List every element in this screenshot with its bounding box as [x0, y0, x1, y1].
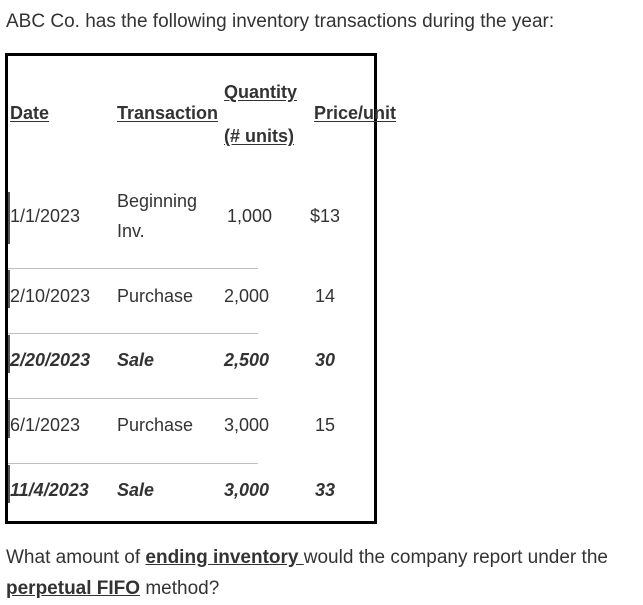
row-marker — [8, 400, 10, 438]
row5-price: 33 — [315, 480, 336, 500]
row5-transaction: Sale — [117, 480, 155, 500]
question-ending-inventory: ending inventory — [145, 547, 304, 568]
row2-transaction: Purchase — [117, 286, 194, 306]
row-divider — [8, 398, 258, 399]
row-divider — [8, 333, 258, 334]
row3-transaction: Sale — [117, 350, 155, 370]
row-marker — [8, 192, 10, 244]
row4-quantity: 3,000 — [224, 415, 270, 435]
question-perpetual-fifo: perpetual FIFO — [6, 578, 141, 599]
row5-quantity: 3,000 — [224, 480, 270, 500]
row2-quantity: 2,000 — [224, 286, 270, 306]
header-quantity-units: (# units) — [224, 126, 294, 146]
header-transaction: Transaction — [117, 103, 219, 123]
question-text: What amount of ending inventory would th… — [6, 542, 638, 604]
row2-date: 2/10/2023 — [10, 286, 91, 306]
row4-price: 15 — [315, 415, 336, 435]
row3-price: 30 — [315, 350, 336, 370]
inventory-table: Date Transaction Quantity (# units) Pric… — [5, 53, 396, 524]
row5-date: 11/4/2023 — [10, 480, 89, 500]
header-quantity: Quantity — [224, 82, 298, 102]
intro-text: ABC Co. has the following inventory tran… — [6, 11, 555, 32]
row3-date: 2/20/2023 — [10, 350, 91, 370]
row-marker — [8, 465, 10, 503]
row1-quantity: 1,000 — [227, 206, 273, 226]
row2-price: 14 — [315, 286, 336, 306]
row4-date: 6/1/2023 — [10, 415, 81, 435]
row1-transaction: Beginning — [117, 191, 198, 211]
row1-transaction-cont: Inv. — [117, 221, 145, 241]
header-price: Price/unit — [314, 103, 397, 123]
header-date: Date — [10, 103, 50, 123]
row3-quantity: 2,500 — [224, 350, 270, 370]
question-part3: method? — [140, 578, 220, 599]
row-marker — [8, 335, 10, 373]
row1-price: $13 — [310, 206, 341, 226]
row1-date: 1/1/2023 — [10, 206, 81, 226]
row-divider — [8, 268, 258, 269]
row-marker — [8, 270, 10, 308]
question-part2: would the company report under the — [303, 547, 608, 568]
row4-transaction: Purchase — [117, 415, 194, 435]
question-part1: What amount of — [6, 547, 146, 568]
row-divider — [8, 463, 258, 464]
